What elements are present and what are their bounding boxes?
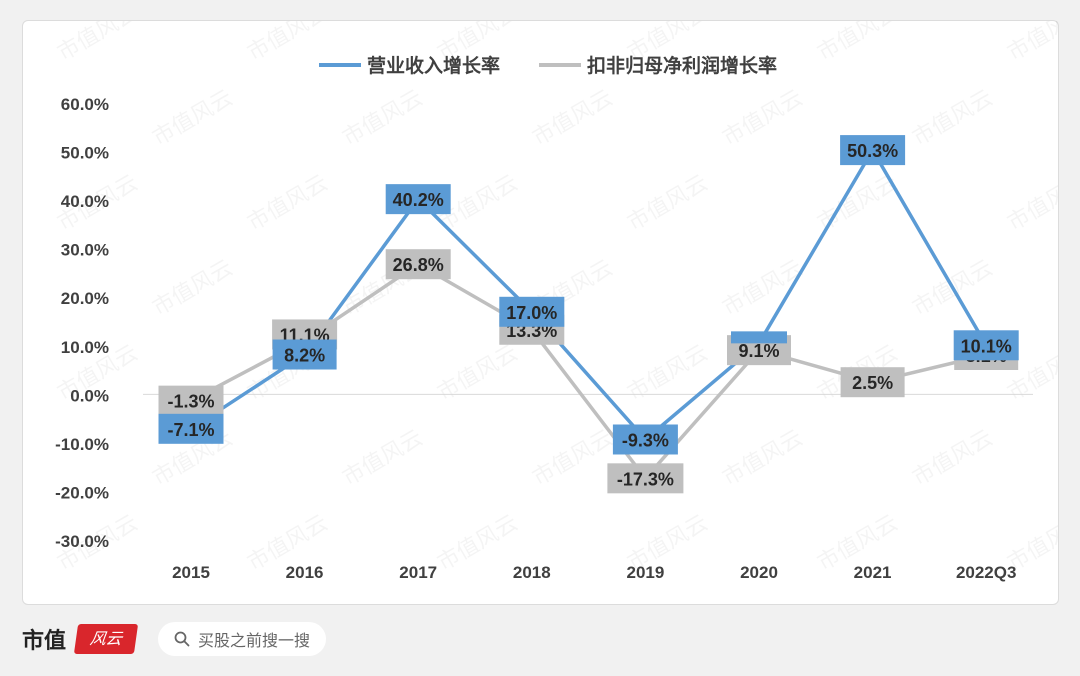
watermark-text: 市值风云	[434, 341, 523, 407]
x-tick-label: 2022Q3	[956, 563, 1017, 582]
watermark-text: 市值风云	[719, 426, 808, 492]
y-tick-label: -20.0%	[55, 483, 109, 502]
x-tick-label: 2018	[513, 563, 551, 582]
watermark-text: 市值风云	[54, 21, 143, 66]
watermark-text: 市值风云	[529, 426, 618, 492]
data-label-box	[499, 296, 565, 327]
data-label-box	[840, 135, 906, 166]
data-label-box	[607, 463, 684, 494]
watermark-text: 市值风云	[719, 86, 808, 152]
data-label: 40.2%	[393, 190, 444, 210]
footer: 市值 风云 买股之前搜一搜	[22, 622, 327, 656]
search-bar[interactable]: 买股之前搜一搜	[158, 622, 327, 656]
watermark-text: 市值风云	[1004, 171, 1059, 237]
y-tick-label: 10.0%	[61, 338, 109, 357]
data-label: 8.2%	[284, 346, 325, 366]
watermark-text: 市值风云	[1004, 21, 1059, 66]
x-tick-label: 2020	[740, 563, 778, 582]
data-label-box	[385, 184, 451, 215]
brand-logo: 风云	[73, 624, 139, 654]
watermark-text: 市值风云	[909, 426, 998, 492]
data-label: -1.3%	[167, 392, 214, 412]
data-label: 10.1%	[961, 336, 1012, 356]
watermark-text: 市值风云	[149, 86, 238, 152]
data-label: 2.5%	[852, 373, 893, 393]
data-label: -7.1%	[167, 420, 214, 440]
data-label-box	[272, 339, 337, 370]
watermark-text: 市值风云	[149, 256, 238, 322]
x-tick-label: 2016	[286, 563, 324, 582]
data-label-box	[158, 413, 224, 444]
y-tick-label: 40.0%	[61, 192, 109, 211]
search-text: 买股之前搜一搜	[198, 631, 311, 650]
y-tick-label: 50.0%	[61, 144, 109, 163]
data-label-box	[953, 330, 1019, 361]
x-tick-label: 2021	[854, 563, 892, 582]
y-tick-label: 20.0%	[61, 289, 109, 308]
data-label: -9.3%	[622, 430, 669, 450]
data-label: 17.0%	[506, 303, 557, 323]
watermark-text: 市值风云	[339, 86, 428, 152]
data-label: 50.3%	[847, 141, 898, 161]
watermark-text: 市值风云	[719, 256, 808, 322]
watermark-text: 市值风云	[814, 21, 903, 66]
watermark-text: 市值风云	[529, 86, 618, 152]
search-icon	[174, 631, 190, 647]
watermark-text: 市值风云	[339, 426, 428, 492]
x-tick-label: 2015	[172, 563, 210, 582]
x-tick-label: 2017	[399, 563, 437, 582]
data-label: 26.8%	[393, 255, 444, 275]
brand-name: 市值	[22, 628, 67, 654]
data-label-box	[731, 331, 787, 344]
legend-label-1: 营业收入增长率	[367, 54, 500, 77]
data-label-box	[840, 367, 905, 398]
y-tick-label: 30.0%	[61, 241, 109, 260]
y-tick-label: 0.0%	[70, 386, 109, 405]
watermark-text: 市值风云	[244, 171, 333, 237]
x-tick-label: 2019	[626, 563, 664, 582]
data-label-box	[612, 424, 678, 455]
chart-card: 市值风云 市值风云 市值风云 市值风云 市值风云 市值风云 市值风云 市值风云 市值风云 市值风云…	[22, 20, 1059, 605]
watermark-text: 市值风云	[434, 511, 523, 577]
watermark-text: 市值风云	[244, 21, 333, 66]
legend-label-2: 扣非归母净利润增长率	[587, 54, 777, 77]
data-label: -17.3%	[617, 469, 674, 489]
data-label-box	[385, 249, 451, 280]
watermark-text: 市值风云	[624, 171, 713, 237]
data-label: 9.1%	[738, 341, 779, 361]
y-tick-label: 60.0%	[61, 95, 109, 114]
watermark-text: 市值风云	[909, 86, 998, 152]
y-tick-label: -10.0%	[55, 435, 109, 454]
data-label-box	[158, 385, 224, 416]
y-tick-label: -30.0%	[55, 532, 109, 551]
